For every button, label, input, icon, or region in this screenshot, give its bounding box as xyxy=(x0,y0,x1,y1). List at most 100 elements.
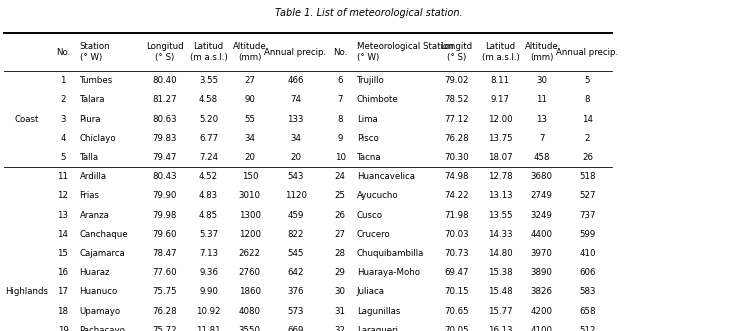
Text: 13.55: 13.55 xyxy=(488,211,513,220)
Text: Juliaca: Juliaca xyxy=(357,287,385,297)
Text: 9: 9 xyxy=(338,134,343,143)
Text: 3: 3 xyxy=(60,115,66,124)
Text: 16: 16 xyxy=(57,268,69,277)
Text: 71.98: 71.98 xyxy=(444,211,469,220)
Text: 14: 14 xyxy=(57,230,69,239)
Text: 29: 29 xyxy=(335,268,346,277)
Text: 55: 55 xyxy=(245,115,255,124)
Text: 2749: 2749 xyxy=(531,191,553,201)
Text: 583: 583 xyxy=(579,287,595,297)
Text: 7.24: 7.24 xyxy=(199,153,218,162)
Text: 34: 34 xyxy=(245,134,255,143)
Text: 34: 34 xyxy=(290,134,301,143)
Text: 5.37: 5.37 xyxy=(199,230,218,239)
Text: 12.78: 12.78 xyxy=(488,172,513,181)
Text: 7.13: 7.13 xyxy=(199,249,218,258)
Text: Huaraya-Moho: Huaraya-Moho xyxy=(357,268,419,277)
Text: Talla: Talla xyxy=(80,153,99,162)
Text: 8: 8 xyxy=(338,115,343,124)
Text: Cajamarca: Cajamarca xyxy=(80,249,125,258)
Text: 77.12: 77.12 xyxy=(444,115,469,124)
Text: 2760: 2760 xyxy=(239,268,261,277)
Text: 669: 669 xyxy=(287,326,304,331)
Text: 80.40: 80.40 xyxy=(153,76,177,85)
Text: Frias: Frias xyxy=(80,191,99,201)
Text: Station
(° W): Station (° W) xyxy=(80,42,111,62)
Text: 658: 658 xyxy=(579,307,595,316)
Text: Pachacayo: Pachacayo xyxy=(80,326,125,331)
Text: 3550: 3550 xyxy=(239,326,261,331)
Text: Altitude
(mm): Altitude (mm) xyxy=(525,42,559,62)
Text: 14.80: 14.80 xyxy=(488,249,513,258)
Text: 1120: 1120 xyxy=(284,191,307,201)
Text: 3970: 3970 xyxy=(531,249,553,258)
Text: Lima: Lima xyxy=(357,115,377,124)
Text: 4.83: 4.83 xyxy=(199,191,218,201)
Text: 69.47: 69.47 xyxy=(444,268,469,277)
Text: 77.60: 77.60 xyxy=(153,268,177,277)
Text: 76.28: 76.28 xyxy=(153,307,177,316)
Text: 27: 27 xyxy=(245,76,255,85)
Text: 822: 822 xyxy=(287,230,304,239)
Text: 76.28: 76.28 xyxy=(444,134,469,143)
Text: Lagunillas: Lagunillas xyxy=(357,307,400,316)
Text: 8: 8 xyxy=(584,95,590,105)
Text: 5: 5 xyxy=(60,153,66,162)
Text: Highlands: Highlands xyxy=(5,287,48,297)
Text: 9.90: 9.90 xyxy=(199,287,218,297)
Text: 70.30: 70.30 xyxy=(444,153,469,162)
Text: 75.75: 75.75 xyxy=(153,287,177,297)
Text: 1300: 1300 xyxy=(239,211,261,220)
Text: 12: 12 xyxy=(57,191,69,201)
Text: Huanuco: Huanuco xyxy=(80,287,118,297)
Text: Altitude
(mm): Altitude (mm) xyxy=(233,42,267,62)
Text: Annual precip.: Annual precip. xyxy=(556,48,618,57)
Text: 1: 1 xyxy=(60,76,66,85)
Text: 4.52: 4.52 xyxy=(199,172,218,181)
Text: 26: 26 xyxy=(335,211,346,220)
Text: 14: 14 xyxy=(582,115,593,124)
Text: Longitd
(° S): Longitd (° S) xyxy=(441,42,472,62)
Text: 410: 410 xyxy=(579,249,595,258)
Text: 15.77: 15.77 xyxy=(488,307,513,316)
Text: Crucero: Crucero xyxy=(357,230,391,239)
Text: 18.07: 18.07 xyxy=(488,153,513,162)
Text: 79.02: 79.02 xyxy=(444,76,469,85)
Text: 150: 150 xyxy=(242,172,258,181)
Text: Piura: Piura xyxy=(80,115,101,124)
Text: 2622: 2622 xyxy=(239,249,261,258)
Text: 17: 17 xyxy=(57,287,69,297)
Text: 3249: 3249 xyxy=(531,211,553,220)
Text: 5: 5 xyxy=(584,76,590,85)
Text: Tumbes: Tumbes xyxy=(80,76,113,85)
Text: 4.58: 4.58 xyxy=(199,95,218,105)
Text: 459: 459 xyxy=(287,211,304,220)
Text: 20: 20 xyxy=(290,153,301,162)
Text: 32: 32 xyxy=(335,326,346,331)
Text: 599: 599 xyxy=(579,230,595,239)
Text: 79.47: 79.47 xyxy=(153,153,177,162)
Text: 7: 7 xyxy=(539,134,545,143)
Text: Trujillo: Trujillo xyxy=(357,76,385,85)
Text: 466: 466 xyxy=(287,76,304,85)
Text: 18: 18 xyxy=(57,307,69,316)
Text: Ayucucho: Ayucucho xyxy=(357,191,398,201)
Text: 30: 30 xyxy=(335,287,346,297)
Text: 11: 11 xyxy=(57,172,69,181)
Text: 28: 28 xyxy=(335,249,346,258)
Text: 16.13: 16.13 xyxy=(488,326,513,331)
Text: 737: 737 xyxy=(579,211,595,220)
Text: 458: 458 xyxy=(534,153,550,162)
Text: Laraqueri: Laraqueri xyxy=(357,326,398,331)
Text: 5.20: 5.20 xyxy=(199,115,218,124)
Text: 79.90: 79.90 xyxy=(153,191,177,201)
Text: 8.11: 8.11 xyxy=(491,76,510,85)
Text: 30: 30 xyxy=(537,76,547,85)
Text: 512: 512 xyxy=(579,326,595,331)
Text: Chimbote: Chimbote xyxy=(357,95,399,105)
Text: 27: 27 xyxy=(335,230,346,239)
Text: 25: 25 xyxy=(335,191,346,201)
Text: 13.75: 13.75 xyxy=(488,134,513,143)
Text: Pisco: Pisco xyxy=(357,134,379,143)
Text: 9.36: 9.36 xyxy=(199,268,218,277)
